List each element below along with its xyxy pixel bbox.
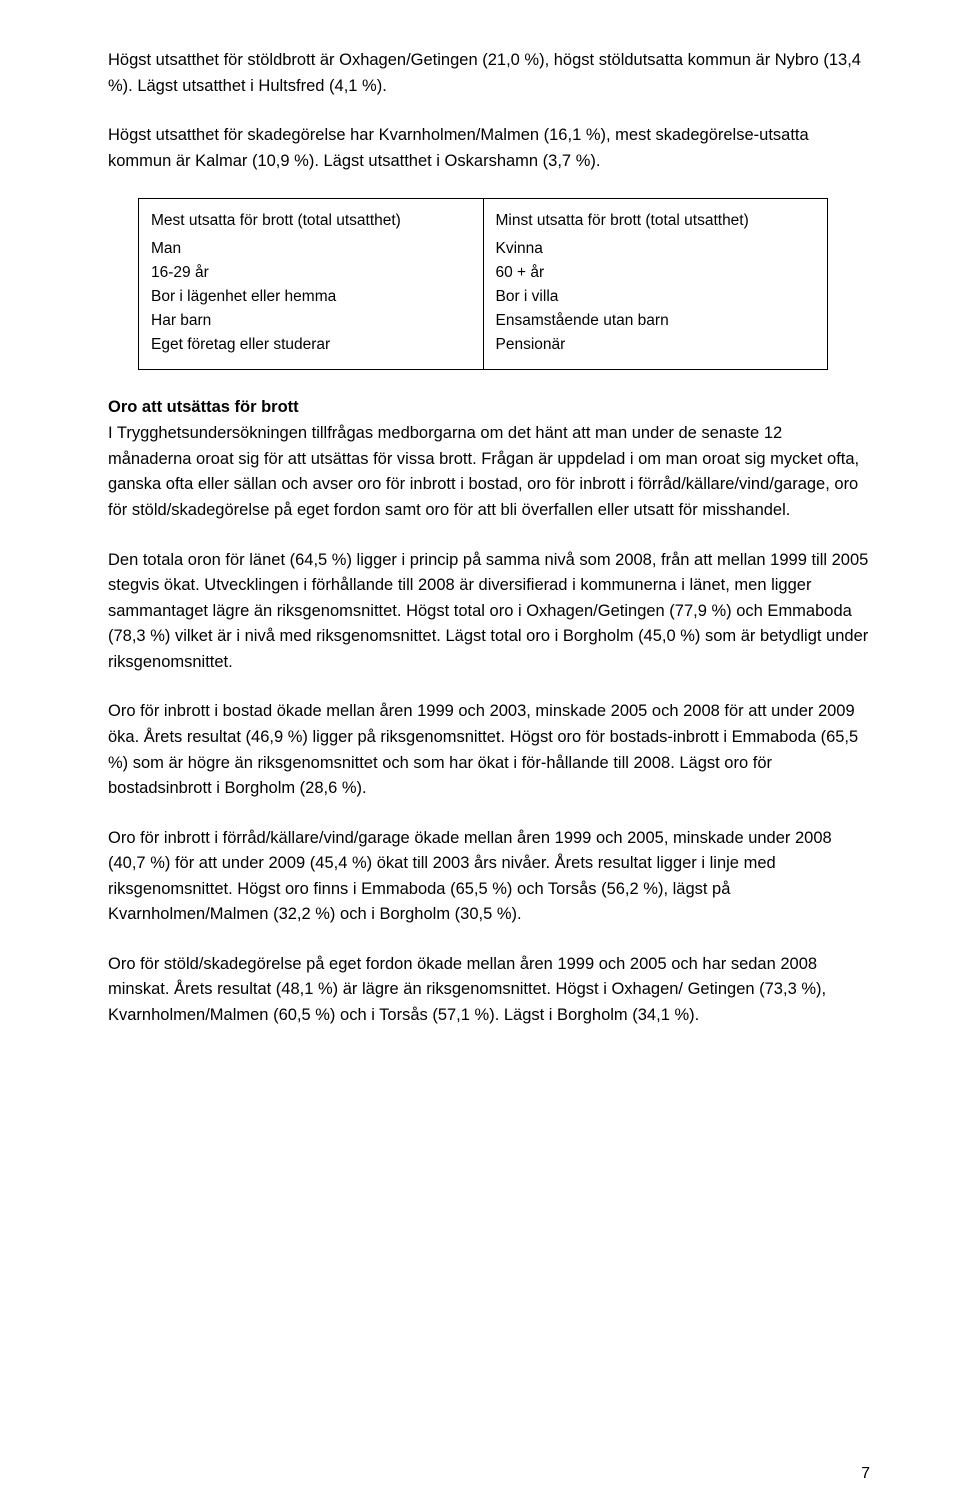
cell-line: Eget företag eller studerar <box>151 333 471 357</box>
table-cell-least-exposed: Minst utsatta för brott (total utsatthet… <box>483 199 828 370</box>
cell-title-most: Mest utsatta för brott (total utsatthet) <box>151 209 471 233</box>
page-number: 7 <box>861 1465 870 1483</box>
document-page: Högst utsatthet för stöldbrott är Oxhage… <box>0 0 960 1511</box>
paragraph-theft-exposure: Högst utsatthet för stöldbrott är Oxhage… <box>108 48 870 99</box>
paragraph-worry-intro: I Trygghetsundersökningen tillfrågas med… <box>108 421 870 523</box>
paragraph-damage-exposure: Högst utsatthet för skadegörelse har Kva… <box>108 123 870 174</box>
cell-line: Kvinna <box>496 237 816 261</box>
cell-line: 16-29 år <box>151 261 471 285</box>
cell-line: 60 + år <box>496 261 816 285</box>
table-cell-most-exposed: Mest utsatta för brott (total utsatthet)… <box>139 199 484 370</box>
cell-line: Bor i lägenhet eller hemma <box>151 285 471 309</box>
cell-title-least: Minst utsatta för brott (total utsatthet… <box>496 209 816 233</box>
paragraph-home-burglary-worry: Oro för inbrott i bostad ökade mellan år… <box>108 699 870 801</box>
heading-worry-crime: Oro att utsättas för brott <box>108 398 870 417</box>
cell-line: Bor i villa <box>496 285 816 309</box>
paragraph-total-worry: Den totala oron för länet (64,5 %) ligge… <box>108 548 870 676</box>
cell-line: Pensionär <box>496 333 816 357</box>
cell-line: Man <box>151 237 471 261</box>
cell-line: Ensamstående utan barn <box>496 309 816 333</box>
paragraph-storage-burglary-worry: Oro för inbrott i förråd/källare/vind/ga… <box>108 826 870 928</box>
cell-line: Har barn <box>151 309 471 333</box>
exposure-comparison-table: Mest utsatta för brott (total utsatthet)… <box>138 198 828 370</box>
paragraph-vehicle-worry: Oro för stöld/skadegörelse på eget fordo… <box>108 952 870 1029</box>
